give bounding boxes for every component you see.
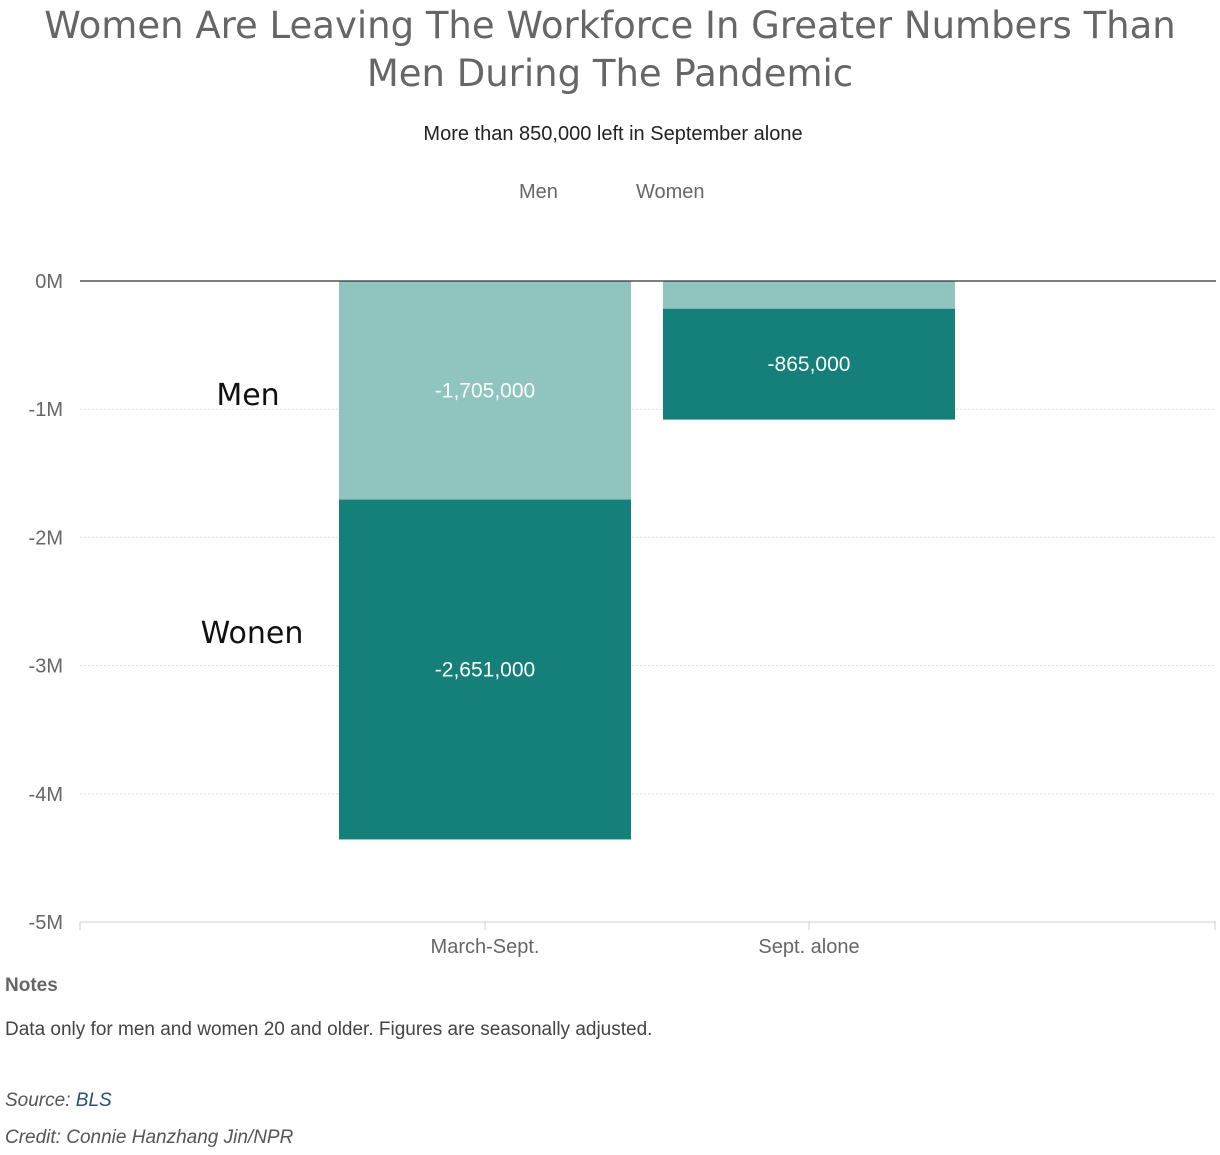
credit-line: Credit: Connie Hanzhang Jin/NPR [5,1127,294,1148]
source-line: Source: BLS [5,1090,112,1112]
source-prefix: Source: [5,1090,76,1111]
x-tick-label: March-Sept. [431,936,540,958]
notes-text: Data only for men and women 20 and older… [5,1019,653,1040]
x-tick-label: Sept. alone [758,936,859,958]
source-link-bls[interactable]: BLS [75,1090,112,1111]
y-tick-label: -5M [29,912,63,934]
y-tick-label: 0M [35,271,63,293]
legend-item-women[interactable]: Women [636,181,705,203]
notes-title: Notes [5,975,58,996]
annotation-label: Wonen [201,616,304,651]
chart-plot: 0M -1M -2M -3M -4M -5M -1,705,000 -2,651,000 Mar… [29,271,1216,958]
bar-men-march-sept [339,281,631,500]
chart-subtitle: More than 850,000 left in September alon… [423,123,803,145]
y-tick-label: -4M [29,784,63,806]
y-tick-label: -1M [29,399,63,421]
y-tick-label: -3M [29,656,63,678]
data-label: -2,651,000 [435,659,535,682]
legend-item-men[interactable]: Men [519,181,558,203]
bar-men-sept-alone [663,281,955,309]
chart-title: Women Are Leaving The Workforce In Great… [44,4,1176,95]
bar-women-march-sept [339,499,631,840]
annotation-label: Men [216,378,279,413]
bar-women-sept-alone [663,308,955,420]
y-tick-label: -2M [29,527,63,549]
data-label: -1,705,000 [435,379,535,402]
data-label: -865,000 [768,353,851,376]
